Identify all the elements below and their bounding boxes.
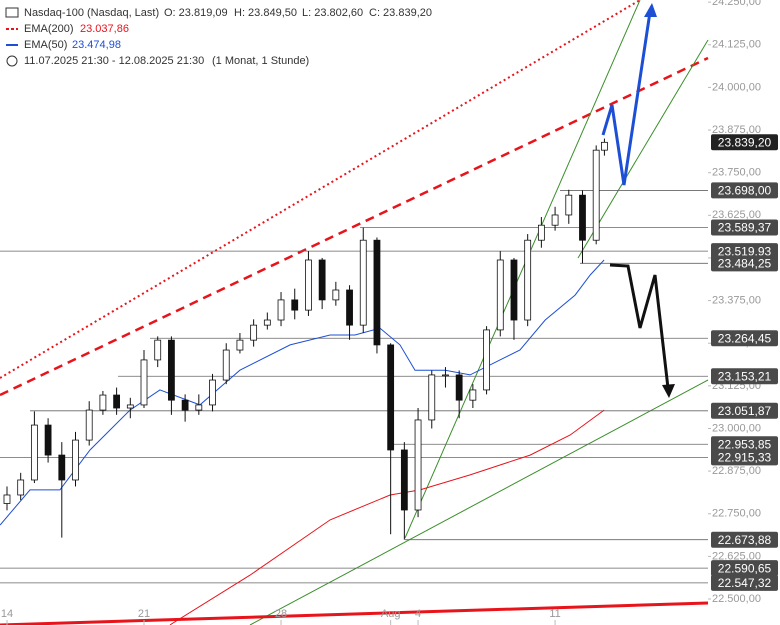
candle-body: [250, 324, 258, 341]
price-box-label: 22.547,32: [718, 576, 772, 590]
channel-line: [404, 0, 641, 539]
y-tick-label: 23.625,00: [712, 209, 761, 221]
price-box-label: 22.590,65: [718, 561, 772, 575]
candle-body: [579, 194, 586, 241]
price-box-label: 22.915,33: [718, 451, 772, 465]
price-box: [711, 330, 778, 347]
candle-body: [85, 409, 93, 441]
price-box: [711, 449, 778, 466]
price-box-label: 22.673,88: [718, 533, 772, 547]
candle-body: [222, 349, 230, 381]
drawings: [0, 0, 709, 625]
x-tick-label: 4: [415, 608, 421, 620]
x-tick-label: 28: [275, 608, 287, 620]
candle-body: [428, 374, 436, 421]
candle-body: [565, 194, 573, 216]
candle-body: [113, 394, 121, 409]
y-tick-label: 23.875,00: [712, 124, 761, 136]
candle-body: [373, 239, 381, 346]
price-box: [711, 182, 778, 199]
candle-body: [332, 289, 340, 301]
price-box-label: 23.051,87: [718, 404, 772, 418]
y-tick-label: 24.125,00: [712, 39, 761, 51]
y-tick-label: 23.750,00: [712, 167, 761, 179]
candle-body: [195, 404, 203, 411]
candle-body: [455, 374, 463, 401]
y-tick-label: 22.875,00: [712, 465, 761, 477]
candle-body: [277, 299, 285, 321]
y-tick-label: 23.000,00: [712, 422, 761, 434]
price-box: [711, 436, 778, 453]
candle-body: [236, 339, 244, 351]
price-box-label: 22.953,85: [718, 437, 772, 451]
candle-body: [551, 214, 559, 226]
price-box-label: 23.264,45: [718, 331, 772, 345]
candle-body: [469, 389, 477, 401]
candle-body: [400, 449, 408, 511]
y-tick-label: 24.250,00: [712, 0, 761, 8]
candle-body: [359, 239, 367, 326]
x-tick-label: Aug: [381, 608, 401, 620]
trend-line: [0, 601, 709, 625]
ema-line: [169, 409, 605, 625]
price-box-label: 23.484,25: [718, 256, 772, 270]
price-box-label: 23.589,37: [718, 221, 772, 235]
y-tick-label: 22.625,00: [712, 550, 761, 562]
price-box: [711, 134, 778, 151]
candle-body: [30, 424, 38, 481]
price-box: [711, 574, 778, 591]
trend-line: [0, 0, 641, 379]
candle-body: [524, 239, 532, 321]
ema-line: [0, 259, 605, 526]
candle-body: [387, 344, 395, 451]
candle-body: [291, 299, 299, 311]
candle-body: [154, 339, 162, 361]
price-box-label: 23.153,21: [718, 369, 772, 383]
x-tick-label: 11: [549, 608, 560, 620]
candle-body: [537, 224, 545, 241]
y-tick-label: 24.000,00: [712, 81, 761, 93]
x-tick-label: 14: [1, 608, 13, 620]
y-tick-label: 23.375,00: [712, 294, 761, 306]
candle-body: [168, 339, 175, 401]
y-tick-label: 22.750,00: [712, 508, 761, 520]
price-box-label: 23.698,00: [718, 184, 772, 198]
channel-line: [249, 379, 709, 625]
price-box: [711, 368, 778, 385]
candle-body: [140, 359, 148, 406]
price-box-label: 23.839,20: [718, 135, 772, 149]
candle-body: [263, 319, 271, 326]
candle-body: [442, 374, 449, 377]
trend-line: [0, 56, 709, 397]
price-box-label: 23.519,93: [718, 244, 772, 258]
candle-body: [72, 439, 79, 481]
x-tick-label: 21: [138, 608, 150, 620]
price-box: [711, 531, 778, 548]
candle-body: [44, 424, 52, 456]
y-tick-label: 22.500,00: [712, 593, 761, 605]
price-box: [711, 402, 778, 419]
candle-body: [58, 454, 66, 481]
price-box: [711, 243, 778, 260]
candle-body: [17, 479, 25, 496]
candle-body: [318, 259, 326, 301]
candle-body: [99, 394, 107, 411]
price-box: [711, 219, 778, 236]
candle-body: [483, 329, 490, 391]
candle-body: [414, 419, 422, 511]
price-box: [711, 560, 778, 577]
candle-body: [346, 289, 353, 326]
candle-body: [181, 399, 189, 411]
candle-body: [601, 141, 608, 151]
candle-body: [510, 259, 518, 321]
candle-body: [496, 259, 504, 331]
candle-body: [305, 259, 312, 311]
candle-body: [3, 494, 11, 504]
candle-body: [592, 149, 600, 241]
price-box: [711, 255, 778, 272]
candle-body: [126, 404, 134, 409]
candle-body: [209, 379, 216, 406]
